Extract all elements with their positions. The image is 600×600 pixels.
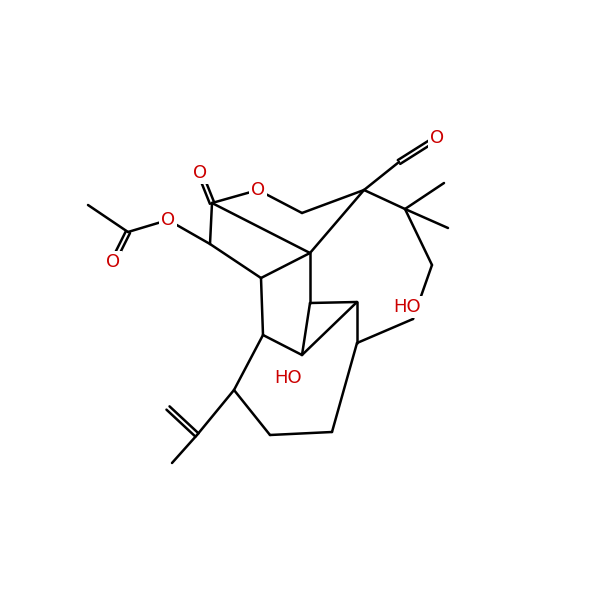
Text: HO: HO (274, 369, 302, 387)
Text: O: O (193, 164, 207, 182)
Text: HO: HO (393, 298, 421, 316)
Text: O: O (251, 181, 265, 199)
Text: O: O (161, 211, 175, 229)
Text: O: O (430, 129, 444, 147)
Text: O: O (106, 253, 120, 271)
